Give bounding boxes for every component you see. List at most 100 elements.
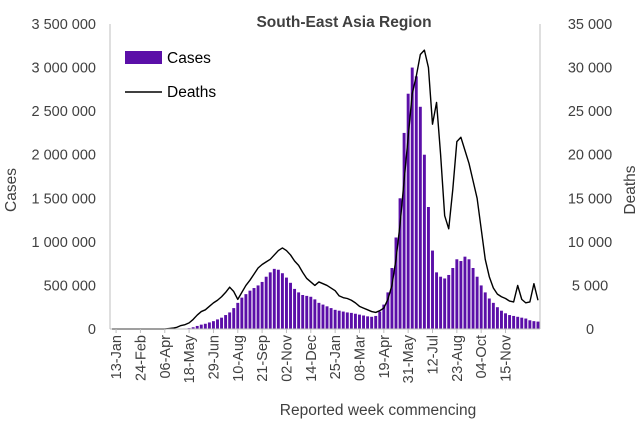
cases-bar: [293, 289, 296, 329]
cases-bar: [431, 251, 434, 329]
y-tick-label: 2 500 000: [31, 104, 96, 120]
x-tick-label: 04-Oct: [474, 335, 490, 379]
cases-bar: [224, 315, 227, 329]
cases-bar: [297, 292, 300, 329]
cases-bar: [492, 303, 495, 329]
cases-bar: [463, 257, 466, 329]
cases-bar: [374, 316, 377, 329]
cases-bar: [273, 269, 276, 329]
cases-bar: [220, 318, 223, 329]
cases-bar: [309, 297, 312, 329]
cases-bar: [419, 107, 422, 329]
cases-bar: [208, 322, 211, 329]
cases-bars: [171, 68, 539, 329]
cases-bar: [236, 303, 239, 329]
cases-bar: [508, 315, 511, 329]
cases-bar: [378, 312, 381, 329]
cases-bar: [342, 312, 345, 329]
y-tick-label: 1 500 000: [31, 191, 96, 207]
y-tick-label: 3 500 000: [31, 17, 96, 33]
y2-tick-label: 0: [586, 322, 594, 338]
cases-bar: [472, 268, 475, 329]
cases-bar: [232, 308, 235, 329]
x-tick-label: 13-Jan: [109, 335, 125, 379]
cases-bar: [451, 268, 454, 329]
cases-bar: [484, 292, 487, 329]
cases-bar: [281, 273, 284, 329]
cases-bar: [423, 155, 426, 329]
y-tick-label: 2 000 000: [31, 148, 96, 164]
y2-tick-label: 20 000: [568, 148, 612, 164]
cases-bar: [326, 306, 329, 329]
cases-bar: [313, 299, 316, 329]
cases-bar: [415, 76, 418, 329]
x-tick-label: 02-Nov: [279, 334, 295, 381]
y2-tick-label: 5 000: [572, 278, 608, 294]
cases-bar: [480, 285, 483, 329]
x-tick-label: 24-Feb: [133, 335, 149, 381]
right-axis-ticks: 0 5 000 10 000 15 000 20 000 25 000 30 000 35 0…: [568, 17, 612, 338]
cases-bar: [216, 319, 219, 329]
cases-bar: [370, 317, 373, 329]
cases-bar: [257, 285, 260, 329]
y-axis-title: Cases: [3, 168, 20, 212]
cases-bar: [350, 313, 353, 329]
x-tick-label: 23-Aug: [450, 335, 466, 382]
cases-bar: [476, 277, 479, 329]
x-tick-label: 25-Jan: [328, 335, 344, 379]
cases-bar: [322, 305, 325, 329]
cases-bar: [200, 325, 203, 329]
y-tick-label: 3 000 000: [31, 61, 96, 77]
x-tick-label: 29-Jun: [206, 335, 222, 379]
cases-bar: [455, 259, 458, 329]
y-tick-label: 1 000 000: [31, 235, 96, 251]
y2-axis-title: Deaths: [622, 165, 639, 214]
y2-tick-label: 10 000: [568, 235, 612, 251]
cases-bar: [354, 314, 357, 329]
cases-bar: [358, 315, 361, 329]
cases-bar: [277, 270, 280, 329]
y2-tick-label: 35 000: [568, 17, 612, 33]
x-tick-label: 14-Dec: [304, 335, 320, 382]
x-tick-label: 12-Jul: [426, 335, 442, 375]
cases-bar: [435, 272, 438, 329]
cases-bar: [265, 277, 268, 329]
cases-bar: [427, 207, 430, 329]
legend-cases-swatch: [125, 51, 162, 64]
x-tick-label: 21-Sep: [255, 335, 271, 382]
axes: [110, 24, 540, 329]
cases-bar: [317, 303, 320, 329]
cases-bar: [346, 312, 349, 329]
cases-bar: [439, 277, 442, 329]
x-tick-label: 06-Apr: [158, 335, 174, 379]
cases-bar: [212, 321, 215, 329]
cases-bar: [504, 313, 507, 329]
y2-tick-label: 30 000: [568, 61, 612, 77]
cases-bar: [289, 283, 292, 329]
x-tick-label: 19-Apr: [377, 335, 393, 379]
cases-bar: [285, 278, 288, 329]
y2-tick-label: 25 000: [568, 104, 612, 120]
cases-bar: [520, 318, 523, 329]
cases-bar: [468, 259, 471, 329]
x-tick-label: 18-May: [182, 334, 198, 383]
cases-bar: [516, 317, 519, 329]
cases-bar: [459, 261, 462, 329]
cases-bar: [403, 133, 406, 329]
cases-bar: [362, 315, 365, 329]
y2-tick-label: 15 000: [568, 191, 612, 207]
x-tick-label: 08-Mar: [352, 335, 368, 381]
cases-bar: [366, 316, 369, 329]
y-tick-label: 500 000: [44, 278, 96, 294]
cases-bar: [537, 322, 540, 329]
cases-bar: [532, 321, 535, 329]
cases-bar: [301, 295, 304, 329]
cases-bar: [496, 307, 499, 329]
cases-bar: [512, 316, 515, 329]
cases-bar: [261, 282, 264, 329]
x-tick-label: 31-May: [401, 334, 417, 383]
cases-bar: [228, 312, 231, 329]
